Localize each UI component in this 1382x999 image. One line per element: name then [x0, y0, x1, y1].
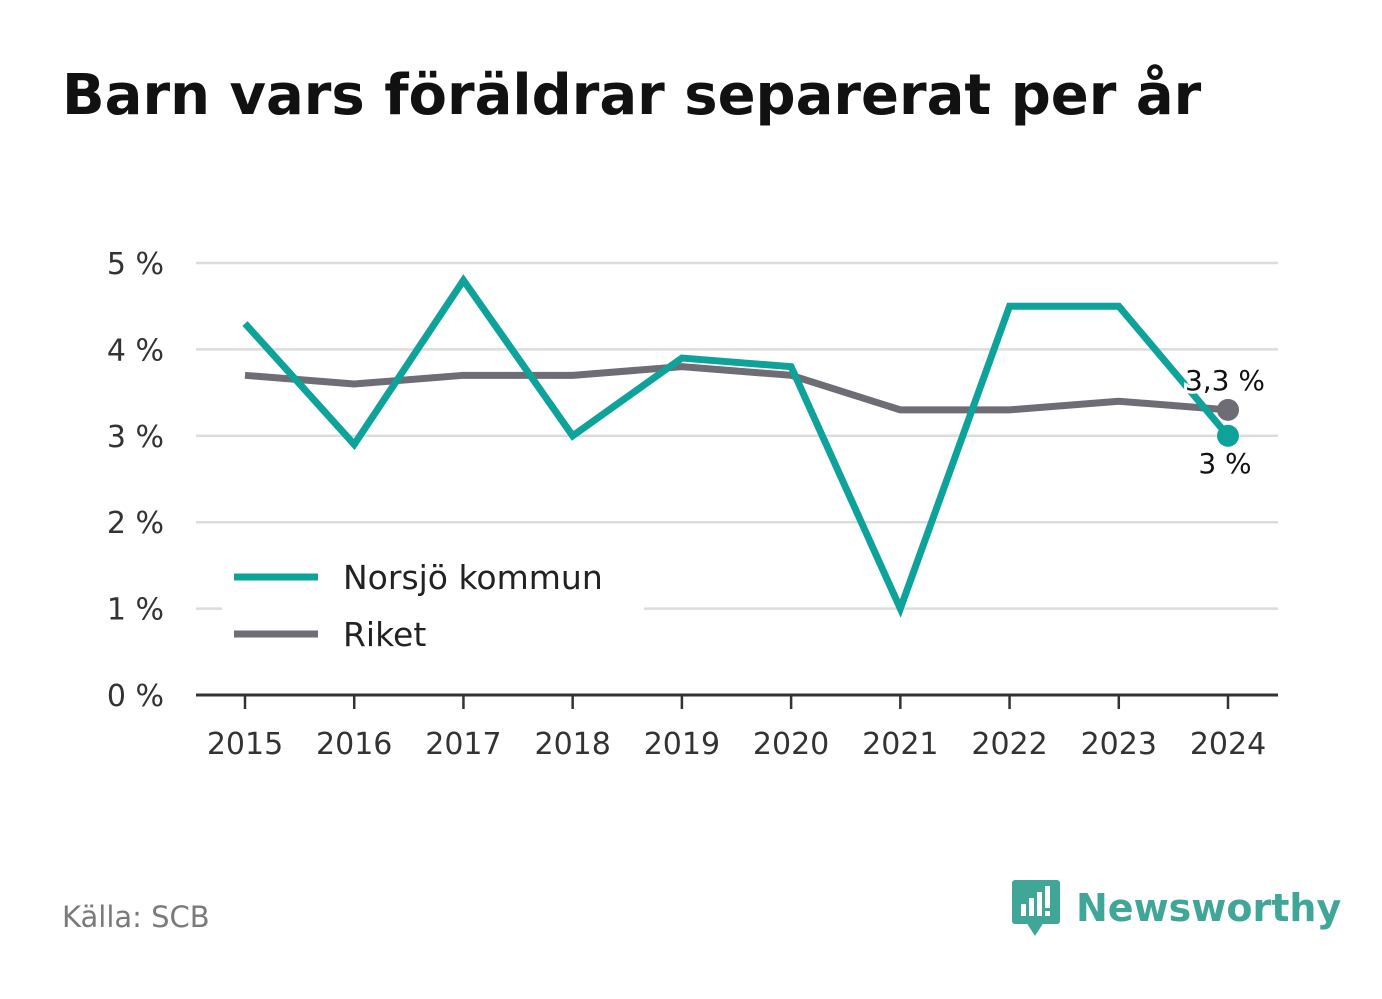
x-tick-label: 2020: [753, 727, 829, 762]
x-tick-label: 2017: [425, 727, 501, 762]
end-label: 3,3 %: [1185, 364, 1265, 397]
y-tick-label: 1 %: [107, 593, 164, 628]
x-tick-label: 2016: [316, 727, 392, 762]
newsworthy-logo-icon: [1012, 880, 1060, 936]
x-tick-label: 2024: [1190, 727, 1266, 762]
source-note: Källa: SCB: [62, 900, 210, 934]
legend-label: Norsjö kommun: [343, 558, 603, 597]
end-label: 3 %: [1198, 447, 1251, 480]
chart-title: Barn vars föräldrar separerat per år: [62, 63, 1202, 128]
x-tick-label: 2019: [644, 727, 720, 762]
y-tick-label: 2 %: [107, 506, 164, 541]
x-tick-label: 2022: [971, 727, 1047, 762]
y-tick-label: 4 %: [107, 333, 164, 368]
x-tick-label: 2021: [862, 727, 938, 762]
x-tick-label: 2018: [534, 727, 610, 762]
end-labels: 3 % 3,3 %: [1182, 361, 1268, 483]
y-tick-label: 0 %: [107, 679, 164, 714]
series-line: [244, 363, 1229, 414]
series-line: [242, 274, 1231, 618]
y-axis-ticks: 0 % 1 % 2 % 3 % 4 % 5 %: [107, 247, 164, 714]
brand-logo: Newsworthy: [1010, 878, 1341, 938]
x-tick-label: 2023: [1081, 727, 1157, 762]
y-tick-label: 5 %: [107, 247, 164, 282]
y-tick-label: 3 %: [107, 420, 164, 455]
legend: Norsjö kommun Riket: [222, 548, 644, 654]
legend-label: Riket: [343, 615, 426, 654]
x-tick-label: 2015: [207, 727, 283, 762]
x-axis: 2015 2016 2017 2018 2019 2020 2021 2022 2023 2024: [196, 693, 1278, 762]
brand-name: Newsworthy: [1076, 886, 1342, 930]
series-end-marker: [1217, 424, 1239, 447]
series-end-marker: [1217, 398, 1239, 421]
series-lines: [242, 274, 1239, 618]
